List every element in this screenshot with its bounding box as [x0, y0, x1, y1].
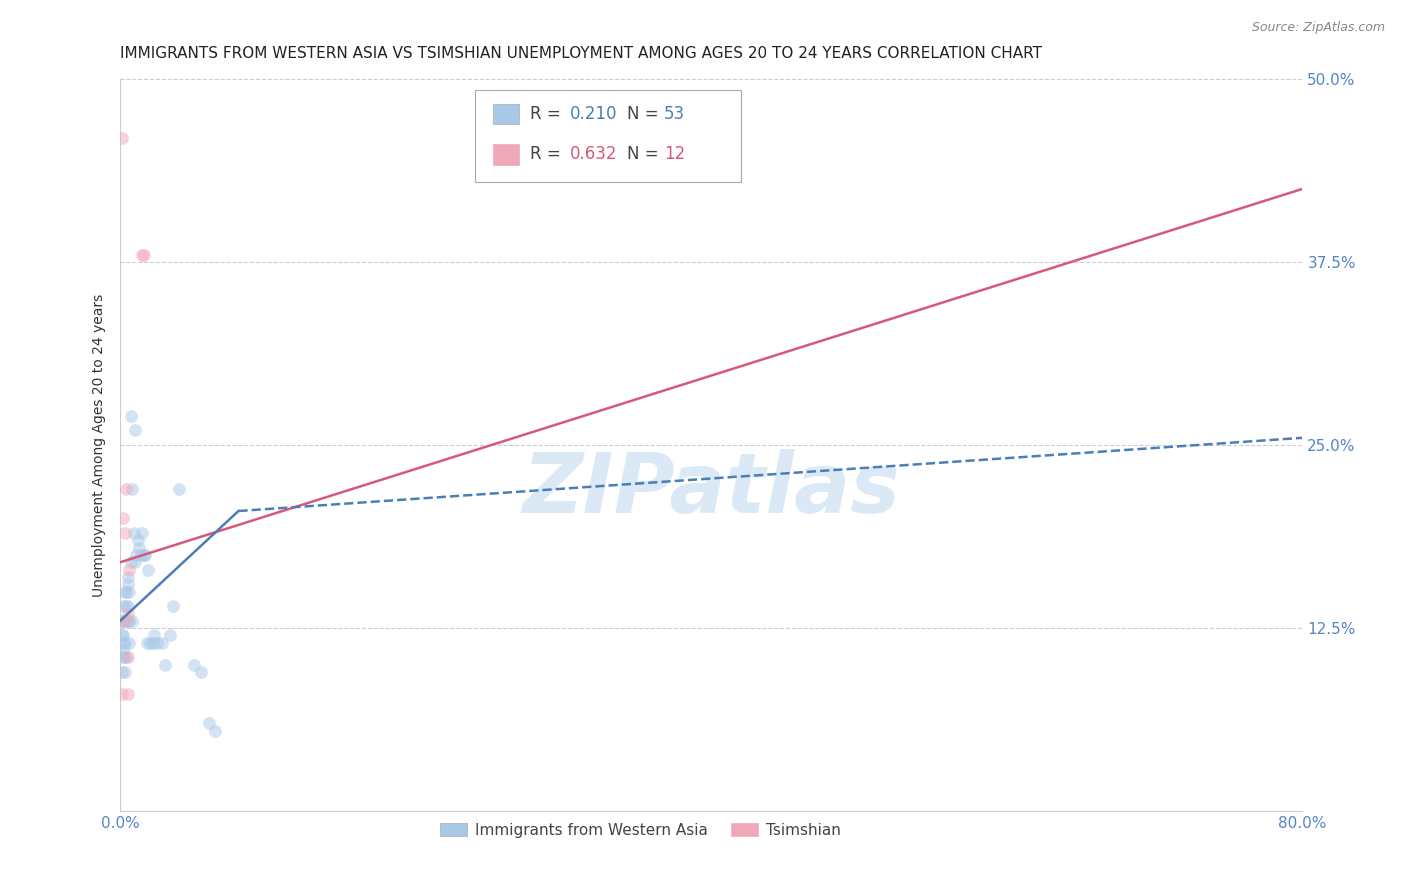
Point — [111, 665, 134, 679]
Text: 53: 53 — [664, 105, 685, 123]
Point — [118, 614, 141, 628]
Point — [118, 563, 141, 577]
Point — [115, 482, 138, 496]
Point — [124, 555, 146, 569]
Point — [121, 614, 143, 628]
Point — [132, 548, 155, 562]
Point — [117, 687, 139, 701]
FancyBboxPatch shape — [492, 145, 519, 165]
Point — [111, 614, 134, 628]
Point — [114, 614, 136, 628]
Point — [146, 636, 169, 650]
Point — [129, 548, 152, 562]
Point — [115, 599, 138, 614]
Point — [114, 636, 136, 650]
Point — [118, 584, 141, 599]
Point — [117, 599, 139, 614]
Point — [114, 665, 136, 679]
Point — [162, 599, 184, 614]
Point — [159, 628, 181, 642]
Point — [127, 533, 149, 548]
Point — [143, 628, 166, 642]
Text: Source: ZipAtlas.com: Source: ZipAtlas.com — [1251, 21, 1385, 34]
Point — [111, 628, 134, 642]
Point — [183, 657, 205, 672]
Point — [114, 614, 136, 628]
Point — [136, 563, 159, 577]
Point — [120, 409, 142, 423]
Text: R =: R = — [530, 145, 567, 163]
Legend: Immigrants from Western Asia, Tsimshian: Immigrants from Western Asia, Tsimshian — [434, 816, 846, 844]
Point — [115, 584, 138, 599]
Point — [111, 687, 134, 701]
Point — [135, 636, 157, 650]
Point — [190, 665, 212, 679]
Point — [198, 716, 221, 731]
Text: N =: N = — [627, 145, 664, 163]
Point — [142, 636, 165, 650]
Point — [125, 548, 148, 562]
Point — [114, 650, 136, 665]
FancyBboxPatch shape — [492, 104, 519, 125]
Point — [128, 541, 150, 555]
Text: IMMIGRANTS FROM WESTERN ASIA VS TSIMSHIAN UNEMPLOYMENT AMONG AGES 20 TO 24 YEARS: IMMIGRANTS FROM WESTERN ASIA VS TSIMSHIA… — [121, 46, 1042, 62]
Text: 0.632: 0.632 — [569, 145, 617, 163]
Point — [150, 636, 173, 650]
Point — [124, 424, 146, 438]
Point — [118, 636, 141, 650]
Point — [117, 614, 139, 628]
Point — [117, 570, 139, 584]
Point — [117, 577, 139, 591]
Point — [134, 548, 156, 562]
Y-axis label: Unemployment Among Ages 20 to 24 years: Unemployment Among Ages 20 to 24 years — [93, 293, 107, 597]
Point — [117, 607, 139, 621]
Point — [153, 657, 176, 672]
Point — [132, 248, 155, 262]
Text: 0.210: 0.210 — [569, 105, 617, 123]
Point — [131, 248, 153, 262]
Point — [131, 526, 153, 541]
Point — [121, 482, 143, 496]
Point — [120, 555, 142, 569]
Point — [112, 511, 135, 525]
Point — [122, 526, 145, 541]
Point — [204, 723, 226, 738]
Text: ZIPatlas: ZIPatlas — [523, 449, 900, 530]
Point — [139, 636, 162, 650]
Point — [114, 526, 136, 541]
Point — [111, 130, 134, 145]
Text: R =: R = — [530, 105, 567, 123]
Text: N =: N = — [627, 105, 664, 123]
Point — [112, 636, 135, 650]
Point — [111, 650, 134, 665]
FancyBboxPatch shape — [475, 90, 741, 182]
Point — [112, 643, 135, 657]
Point — [117, 650, 139, 665]
Point — [169, 482, 191, 496]
Point — [114, 584, 136, 599]
Point — [112, 614, 135, 628]
Text: 12: 12 — [664, 145, 685, 163]
Point — [112, 628, 135, 642]
Point — [115, 650, 138, 665]
Point — [112, 599, 135, 614]
